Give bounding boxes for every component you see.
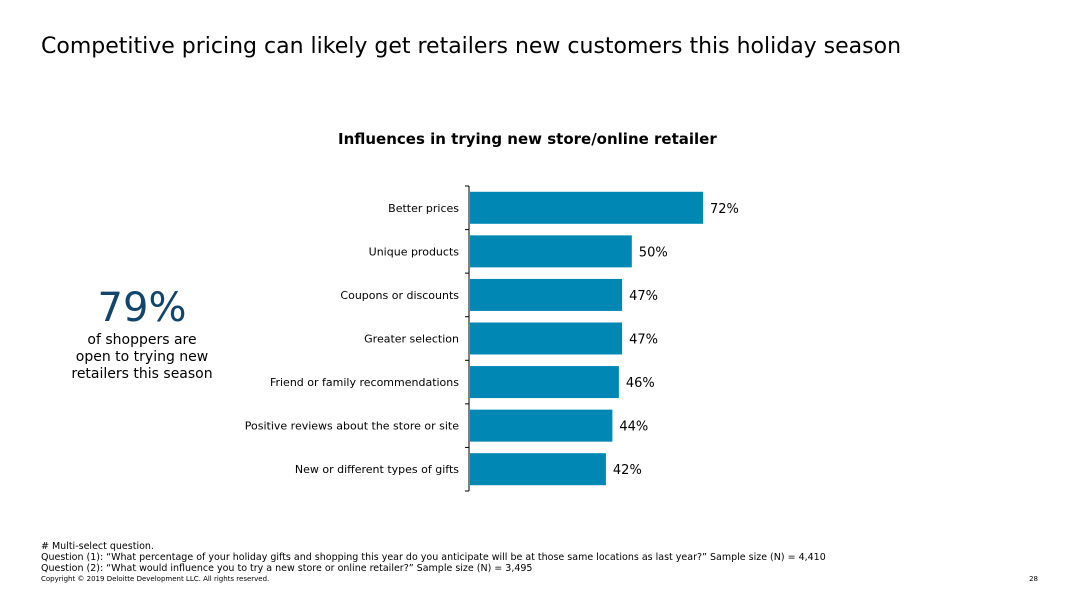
stat-callout: 79% of shoppers are open to trying new r… xyxy=(62,284,222,383)
slide-title: Competitive pricing can likely get retai… xyxy=(41,34,902,59)
bar xyxy=(470,235,632,268)
page-number: 28 xyxy=(1029,575,1038,583)
chart-title: Influences in trying new store/online re… xyxy=(338,130,717,148)
copyright: Copyright © 2019 Deloitte Development LL… xyxy=(41,575,270,583)
data-label: 42% xyxy=(613,463,642,478)
data-label: 47% xyxy=(629,289,658,304)
footnotes: # Multi-select question. Question (1): “… xyxy=(41,541,826,574)
category-label: Coupons or discounts xyxy=(340,289,459,302)
category-label: Friend or family recommendations xyxy=(270,376,459,389)
footnote-multi-select: # Multi-select question. xyxy=(41,541,154,552)
category-label: Greater selection xyxy=(364,333,459,346)
stat-text-line-2: open to trying new xyxy=(75,349,209,365)
stat-text-line-1: of shoppers are xyxy=(87,332,197,348)
stat-text-line-3: retailers this season xyxy=(71,366,213,382)
data-label: 72% xyxy=(710,202,739,217)
data-label: 46% xyxy=(626,376,655,391)
data-label: 47% xyxy=(629,333,658,348)
footnote-question-2: Question (2): “What would influence you … xyxy=(41,563,533,574)
footnote-question-1: Question (1): “What percentage of your h… xyxy=(41,552,826,563)
category-label: Better prices xyxy=(388,202,459,215)
category-label: New or different types of gifts xyxy=(295,463,459,476)
bar xyxy=(470,409,613,442)
category-label: Positive reviews about the store or site xyxy=(245,420,459,433)
bar xyxy=(470,191,703,224)
bar xyxy=(470,278,623,311)
bar xyxy=(470,366,619,399)
data-label: 50% xyxy=(639,245,668,260)
data-label: 44% xyxy=(619,420,648,435)
bar xyxy=(470,322,623,355)
bar xyxy=(470,453,606,486)
category-label: Unique products xyxy=(369,245,460,258)
stat-value: 79% xyxy=(97,285,187,331)
